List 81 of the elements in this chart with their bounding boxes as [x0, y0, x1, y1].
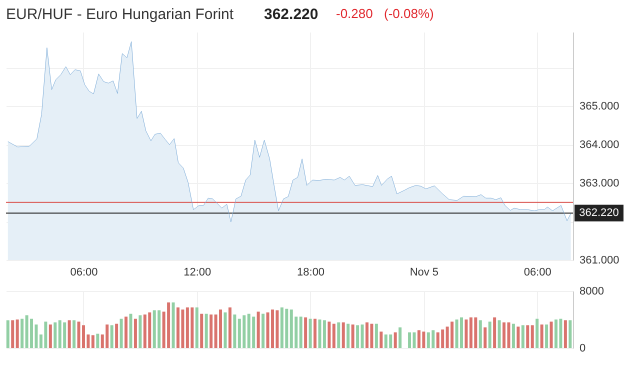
bar [134, 318, 137, 348]
chart-title: EUR/HUF - Euro Hungarian Forint [6, 6, 234, 23]
bar [493, 317, 496, 348]
bar [68, 320, 71, 348]
bar [138, 315, 142, 348]
text: 362.220 [264, 6, 318, 23]
bar [351, 324, 354, 348]
bar [512, 324, 515, 348]
bar [540, 324, 544, 348]
bar [233, 314, 236, 348]
y-tick-label: 361.000 [580, 254, 620, 266]
bar [110, 325, 114, 348]
bar [394, 332, 397, 348]
bar [120, 318, 123, 348]
bar [550, 322, 553, 348]
bar [200, 314, 204, 348]
bar [516, 326, 520, 348]
bar [484, 327, 487, 348]
x-tick-label: 06:00 [70, 266, 98, 278]
bar [304, 317, 308, 348]
text: -0.280 [336, 6, 373, 21]
bar [502, 322, 506, 348]
bar [498, 320, 501, 348]
bar [91, 335, 94, 348]
bar [299, 316, 302, 348]
bar [374, 324, 378, 348]
bar [11, 320, 14, 348]
x-tick-label: Nov 5 [410, 266, 439, 278]
bar [360, 324, 364, 348]
bar [318, 320, 322, 348]
bar [408, 332, 412, 348]
y-tick-label: 365.000 [580, 100, 620, 113]
bar [20, 318, 24, 348]
bar [460, 317, 463, 348]
y-tick-label: 8000 [580, 286, 604, 298]
y-tick-label: 364.000 [580, 139, 620, 152]
bar [129, 314, 132, 348]
bar [568, 320, 572, 348]
bar [464, 320, 468, 348]
bar [398, 327, 402, 348]
bar [356, 325, 360, 348]
y-tick-label: 363.000 [580, 178, 620, 190]
bar [172, 302, 175, 348]
text: (-0.08%) [384, 6, 434, 21]
bar [224, 312, 227, 348]
bar [96, 334, 100, 348]
bar [6, 320, 10, 348]
bar [322, 320, 326, 348]
bar [256, 312, 260, 348]
bar [530, 325, 534, 348]
bar [536, 318, 539, 348]
bar [16, 320, 19, 348]
bar [48, 324, 52, 348]
bar [478, 320, 482, 348]
bar [115, 324, 118, 348]
bar [54, 322, 57, 348]
bar [210, 314, 213, 348]
bar [545, 324, 548, 348]
bar [332, 324, 336, 348]
bar [342, 322, 345, 348]
bar [308, 318, 312, 348]
bar [526, 325, 530, 348]
bar [228, 307, 232, 348]
bar [72, 320, 76, 348]
bar [204, 314, 208, 348]
bar [262, 314, 265, 348]
bar [337, 322, 340, 348]
y-tick-label: 0 [580, 342, 586, 354]
x-tick-label: 06:00 [524, 266, 552, 278]
x-tick-label: 18:00 [297, 266, 325, 278]
bar [314, 318, 317, 348]
bar [564, 320, 567, 348]
x-tick-label: 12:00 [184, 266, 212, 278]
ref-line-label: 362.220 [579, 207, 619, 220]
bar [328, 322, 331, 348]
bar [488, 322, 492, 348]
bar [521, 325, 524, 348]
bar [380, 332, 383, 348]
bar [346, 324, 350, 348]
bar [195, 307, 198, 348]
bar [124, 316, 128, 348]
